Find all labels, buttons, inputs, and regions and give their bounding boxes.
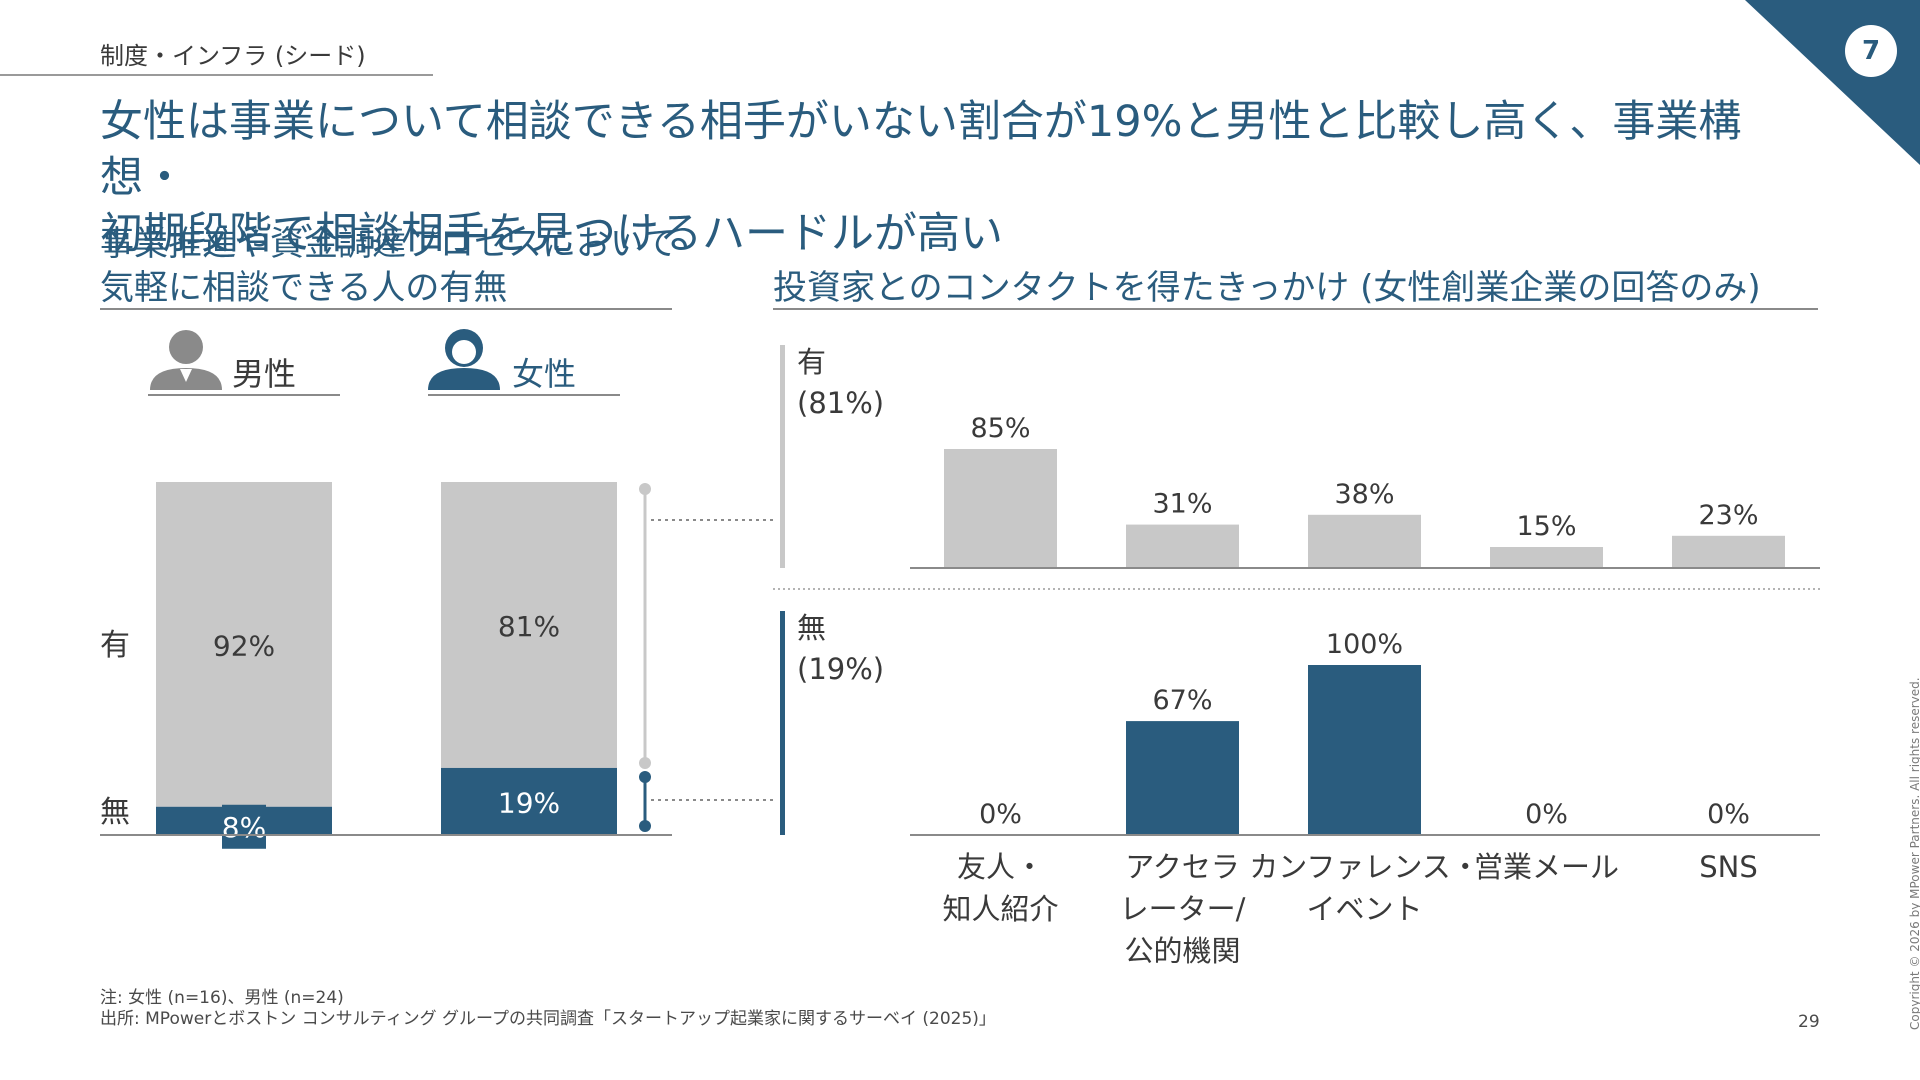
left-stacked-bar-chart: 92% 8% 81% 19% 有無: [100, 482, 672, 849]
category-label-0-0: 友人・: [957, 850, 1044, 884]
value-label-1-1: 67%: [1152, 685, 1212, 716]
connector-bracket: [639, 483, 777, 832]
left-section-title-line-1: 事業推進や資金調達プロセスにおいて: [100, 224, 677, 264]
category-label-1-2: 公的機関: [1124, 934, 1240, 968]
category-label-0-1: 知人紹介: [942, 892, 1058, 926]
bar-yes-0: [156, 482, 332, 807]
right-section-divider: [773, 308, 1818, 310]
left-section-divider: [100, 308, 672, 310]
panel-label-0: 有: [797, 345, 826, 379]
row-label-no: 無: [100, 795, 130, 830]
label-yes-1: 81%: [498, 610, 560, 643]
bar-yes-1: [441, 482, 617, 768]
page-title-line-2: 初期段階で相談相手を見つけるハードルが高い: [100, 209, 1003, 259]
panel-sublabel-1: (19%): [797, 652, 884, 686]
panel-accent-1: [780, 611, 785, 835]
female-label: 女性: [512, 355, 576, 393]
category-label-1-0: アクセラ: [1125, 850, 1240, 884]
category-label-2-1: イベント: [1306, 892, 1422, 926]
bar-0-0: [944, 449, 1057, 568]
page-title-line-1: 女性は事業について相談できる相手がいない割合が19%と男性と比較し高く、事業構想…: [100, 97, 1742, 203]
panel-sublabel-0: (81%): [797, 386, 884, 420]
label-yes-0: 92%: [213, 629, 275, 662]
bar-0-3: [1490, 547, 1603, 568]
corner-decoration: [1745, 0, 1920, 165]
section-number-badge: 7: [1845, 25, 1897, 77]
value-label-0-2: 38%: [1334, 479, 1394, 510]
label-no-0: 8%: [222, 811, 266, 844]
footnote: 注: 女性 (n=16)、男性 (n=24) 出所: MPowerとボストン コ…: [100, 988, 996, 1030]
right-bar-chart: 有 (81%) 85% 31% 38% 15% 23% 無 (19%) 0% 67% 100% 0% 0%…: [773, 345, 1820, 968]
label-no-1: 19%: [498, 786, 560, 819]
page-title: 女性は事業について相談できる相手がいない割合が19%と男性と比較し高く、事業構想…: [100, 94, 1800, 262]
category-label-3-0: 営業メール: [1474, 850, 1619, 884]
value-label-1-0: 0%: [979, 799, 1022, 830]
value-label-1-2: 100%: [1326, 629, 1403, 660]
row-label-yes: 有: [100, 628, 130, 663]
panel-label-1: 無: [797, 611, 826, 645]
bar-0-1: [1126, 524, 1239, 568]
value-label-1-3: 0%: [1525, 799, 1568, 830]
bar-no-1: [441, 767, 617, 835]
bracket-no-top-dot: [639, 771, 651, 783]
left-section-title: 事業推進や資金調達プロセスにおいて 気軽に相談できる人の有無: [100, 222, 677, 310]
page-number: 29: [1798, 1012, 1820, 1032]
panel-accent-0: [780, 345, 785, 568]
bracket-no-bottom-dot: [639, 820, 651, 832]
bar-0-4: [1672, 535, 1785, 568]
footnote-source: 出所: MPowerとボストン コンサルティング グループの共同調査「スタートア…: [100, 1009, 996, 1029]
value-label-0-4: 23%: [1698, 500, 1758, 531]
breadcrumb: 制度・インフラ (シード): [100, 42, 366, 70]
value-label-0-0: 85%: [970, 413, 1030, 444]
label-bg-no-0: [222, 804, 266, 849]
copyright-notice: Copyright © 2026 by MPower Partners. All…: [1908, 677, 1920, 1030]
category-label-1-1: レーター/: [1120, 892, 1246, 926]
left-section-title-line-2: 気軽に相談できる人の有無: [100, 268, 508, 308]
female-person-icon: [428, 329, 500, 390]
category-label-2-0: カンファレンス・: [1249, 850, 1480, 884]
bracket-yes-bottom-dot: [639, 757, 651, 769]
bracket-yes-top-dot: [639, 483, 651, 495]
breadcrumb-divider: [0, 74, 433, 76]
value-label-0-3: 15%: [1516, 511, 1576, 542]
bar-0-2: [1308, 514, 1421, 568]
bar-1-1: [1126, 721, 1239, 835]
male-label: 男性: [232, 355, 296, 393]
category-label-4-0: SNS: [1699, 850, 1758, 884]
bar-1-2: [1308, 665, 1421, 835]
male-person-icon: [150, 330, 222, 390]
footnote-sample-size: 注: 女性 (n=16)、男性 (n=24): [100, 988, 344, 1008]
value-label-1-4: 0%: [1707, 799, 1750, 830]
right-section-title: 投資家とのコンタクトを得たきっかけ (女性創業企業の回答のみ): [773, 268, 1761, 308]
value-label-0-1: 31%: [1152, 489, 1212, 520]
